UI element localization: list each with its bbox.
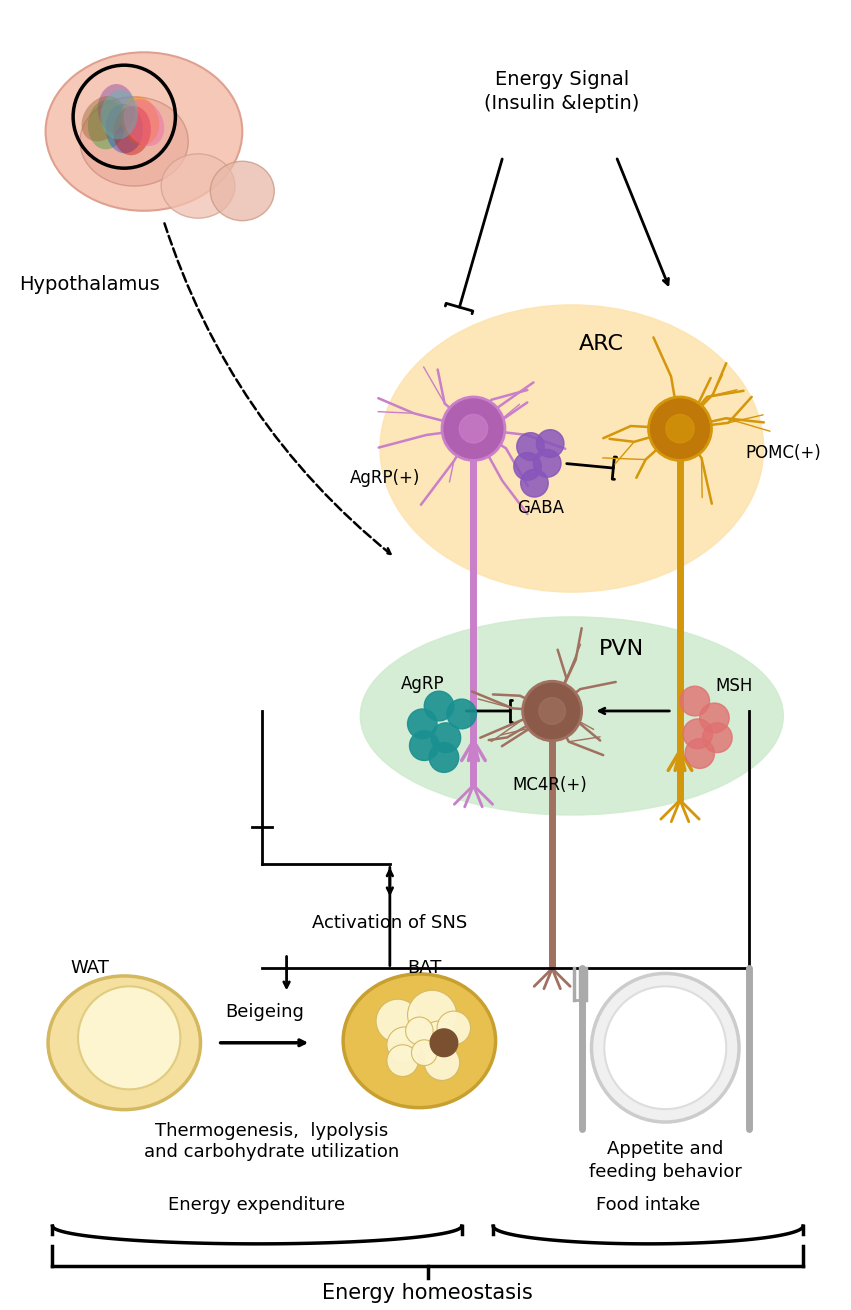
Ellipse shape	[100, 90, 138, 139]
Circle shape	[406, 1017, 433, 1045]
Ellipse shape	[380, 305, 763, 592]
Circle shape	[78, 986, 180, 1090]
Ellipse shape	[113, 106, 151, 156]
Circle shape	[539, 698, 565, 724]
Circle shape	[648, 397, 711, 460]
Text: GABA: GABA	[517, 499, 564, 517]
Ellipse shape	[121, 96, 159, 145]
Circle shape	[387, 1045, 419, 1077]
Circle shape	[409, 731, 439, 761]
Ellipse shape	[161, 153, 235, 219]
Circle shape	[431, 723, 460, 752]
Circle shape	[685, 739, 715, 769]
Ellipse shape	[46, 52, 243, 211]
Circle shape	[376, 1000, 420, 1043]
Text: Energy expenditure: Energy expenditure	[168, 1196, 346, 1214]
Circle shape	[430, 1028, 458, 1057]
Text: BAT: BAT	[407, 959, 442, 977]
Text: Hypothalamus: Hypothalamus	[20, 275, 160, 295]
Ellipse shape	[210, 161, 274, 220]
Circle shape	[460, 414, 488, 443]
Circle shape	[437, 1011, 471, 1045]
Text: Appetite and
feeding behavior: Appetite and feeding behavior	[589, 1140, 742, 1182]
Circle shape	[536, 430, 564, 457]
Circle shape	[680, 686, 710, 717]
Circle shape	[521, 469, 548, 496]
Circle shape	[683, 719, 712, 748]
Ellipse shape	[98, 84, 135, 134]
Circle shape	[514, 452, 541, 481]
Text: POMC(+): POMC(+)	[745, 444, 821, 462]
Circle shape	[420, 1020, 459, 1061]
Ellipse shape	[106, 103, 143, 153]
Circle shape	[412, 1040, 437, 1065]
Text: Food intake: Food intake	[596, 1196, 700, 1214]
Text: AgRP(+): AgRP(+)	[350, 469, 420, 487]
Text: Activation of SNS: Activation of SNS	[312, 914, 467, 931]
Text: PVN: PVN	[598, 638, 643, 659]
Text: AgRP: AgRP	[401, 675, 444, 693]
Ellipse shape	[48, 976, 201, 1110]
Text: Energy homeostasis: Energy homeostasis	[323, 1284, 533, 1303]
Ellipse shape	[88, 100, 125, 149]
Circle shape	[442, 397, 505, 460]
Circle shape	[387, 1027, 422, 1062]
Circle shape	[408, 990, 457, 1040]
Circle shape	[429, 743, 459, 773]
Ellipse shape	[360, 617, 783, 815]
Circle shape	[425, 692, 454, 721]
Circle shape	[425, 1045, 460, 1081]
Circle shape	[703, 723, 732, 752]
Circle shape	[534, 449, 561, 477]
Text: ARC: ARC	[579, 334, 624, 355]
Ellipse shape	[80, 97, 188, 186]
Ellipse shape	[123, 100, 164, 145]
Circle shape	[700, 703, 729, 732]
Circle shape	[447, 700, 477, 728]
Text: Thermogenesis,  lypolysis
and carbohydrate utilization: Thermogenesis, lypolysis and carbohydrat…	[144, 1123, 399, 1161]
Circle shape	[591, 973, 739, 1123]
Circle shape	[517, 432, 545, 460]
Circle shape	[523, 681, 581, 740]
Text: MSH: MSH	[716, 677, 753, 696]
Text: MC4R(+): MC4R(+)	[513, 777, 587, 794]
Ellipse shape	[82, 96, 123, 141]
Circle shape	[408, 709, 437, 739]
Circle shape	[665, 414, 694, 443]
Text: Beigeing: Beigeing	[226, 1003, 305, 1020]
Text: WAT: WAT	[71, 959, 109, 977]
Text: Energy Signal
(Insulin &leptin): Energy Signal (Insulin &leptin)	[484, 71, 640, 113]
Circle shape	[604, 986, 726, 1110]
Ellipse shape	[343, 973, 495, 1108]
